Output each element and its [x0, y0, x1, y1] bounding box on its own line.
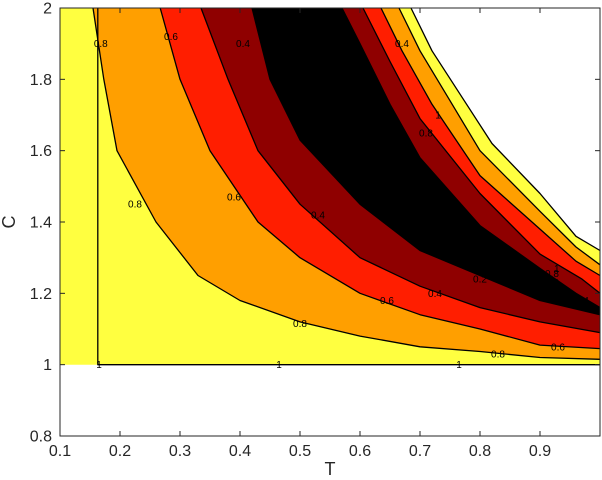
x-tick-label: 0.1 [49, 443, 71, 460]
contour-label: 0.4 [311, 210, 325, 221]
x-tick-label: 0.8 [469, 443, 491, 460]
region-inside-0.2 [252, 8, 600, 315]
contour-label: 0.6 [380, 296, 394, 307]
y-tick-label: 1 [43, 357, 52, 374]
contour-line-1-right [410, 7, 601, 252]
contour-label: 0.8 [293, 319, 307, 330]
axis-ticks [59, 7, 600, 437]
contour-label: 1 [456, 360, 462, 371]
contour-label: 0.8 [94, 39, 108, 50]
x-tick-label: 0.6 [349, 443, 371, 460]
y-tick-label: 1.6 [30, 143, 52, 160]
contour-labels: 1 1 10.80.80.80.80.60.60.60.60.40.40.40.20… [94, 32, 590, 371]
contour-line-0.8-right [398, 7, 601, 266]
contour-regions [60, 8, 600, 436]
contour-label: 0.4 [575, 296, 589, 307]
contour-label: 0.8 [419, 128, 433, 139]
contour-label: 0.6 [545, 278, 559, 289]
contour-label: 0.4 [395, 39, 409, 50]
contour-line-0.2-left [251, 7, 601, 316]
contour-label: 0.8 [545, 269, 559, 280]
y-axis-label: C [0, 216, 19, 229]
contour-line-0.8-left [92, 7, 601, 360]
contour-label: 1 [435, 111, 441, 122]
y-tick-label: 0.8 [30, 429, 52, 446]
contour-label: 0.8 [491, 349, 505, 360]
contour-line-0.6-right [380, 7, 601, 277]
contour-label: 0.8 [128, 200, 142, 211]
x-axis-label: T [325, 459, 336, 479]
contour-line-0.2-right [341, 7, 601, 309]
contour-line-0.4-right [362, 7, 601, 294]
contour-line-1-left [97, 8, 600, 366]
contour-line-0.6-left [159, 7, 601, 350]
contour-label: 0.6 [164, 32, 178, 43]
y-tick-label: 2 [43, 1, 52, 18]
y-tick-label: 1.8 [30, 72, 52, 89]
x-tick-label: 0.3 [169, 443, 191, 460]
contour-lines [92, 7, 601, 366]
contour-label: 0.6 [227, 193, 241, 204]
x-tick-label: 0.9 [529, 443, 551, 460]
region-undefined [60, 364, 600, 436]
x-tick-label: 0.4 [229, 443, 251, 460]
contour-label: 0.6 [401, 146, 415, 157]
y-tick-label: 1.2 [30, 286, 52, 303]
x-tick-label: 0.5 [289, 443, 311, 460]
axis-tick-labels: 0.1 0.2 0.3 0.4 0.5 0.6 0.7 0.8 0.90.811.21.41.6… [30, 1, 551, 461]
contour-line-0.4-left [200, 7, 601, 334]
region-right-white [411, 8, 600, 251]
contour-label: 0.6 [551, 342, 565, 353]
x-tick-label: 0.2 [109, 443, 131, 460]
contour-label: 1 [276, 360, 282, 371]
contour-label: 0.4 [428, 289, 442, 300]
contour-label: 0.4 [236, 39, 250, 50]
contour-label: 0.2 [473, 275, 487, 286]
contour-label: 1 [554, 264, 560, 275]
y-tick-label: 1.4 [30, 215, 52, 232]
x-tick-label: 0.7 [409, 443, 431, 460]
contour-label: 0.2 [437, 207, 451, 218]
contour-label: 1 [96, 360, 102, 371]
